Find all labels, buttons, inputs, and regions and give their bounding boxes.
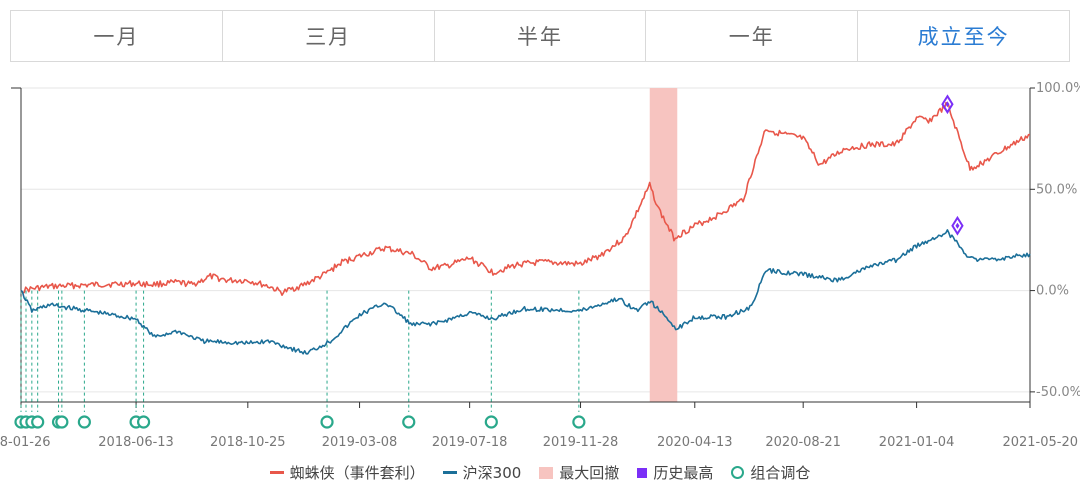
rebalance-markers bbox=[14, 290, 586, 429]
x-tick-label: 2021-05-20 bbox=[1002, 435, 1078, 450]
historical-high-dot bbox=[955, 222, 960, 229]
legend-item-drawdown[interactable]: 最大回撤 bbox=[539, 462, 619, 483]
y-tick-label: 100.0% bbox=[1036, 81, 1080, 96]
tab-half-year[interactable]: 半年 bbox=[435, 11, 647, 61]
tab-one-year[interactable]: 一年 bbox=[646, 11, 859, 61]
rebalance-marker bbox=[572, 415, 586, 429]
legend-swatch-fund bbox=[269, 471, 284, 474]
rebalance-marker bbox=[402, 415, 416, 429]
legend-label-rebalance: 组合调仓 bbox=[750, 464, 811, 482]
x-tick-label: 2018-06-13 bbox=[98, 435, 174, 450]
x-tick-label: 2019-07-18 bbox=[432, 435, 508, 450]
rebalance-marker bbox=[31, 415, 45, 429]
rebalance-marker bbox=[77, 415, 91, 429]
legend-item-fund[interactable]: 蜘蛛侠（事件套利） bbox=[269, 462, 425, 483]
x-tick-label: 2020-08-21 bbox=[765, 435, 841, 450]
tab-one-month[interactable]: 一月 bbox=[11, 11, 223, 61]
legend-label-fund: 蜘蛛侠（事件套利） bbox=[289, 464, 425, 482]
tab-three-months[interactable]: 三月 bbox=[223, 11, 435, 61]
series-line-index bbox=[20, 229, 1031, 355]
chart-legend: 蜘蛛侠（事件套利） 沪深300 最大回撤 历史最高 组合调仓 bbox=[0, 462, 1080, 483]
historical-high-diamond bbox=[941, 94, 954, 115]
legend-item-high[interactable]: 历史最高 bbox=[637, 462, 713, 483]
x-tick-label: 2021-01-04 bbox=[879, 435, 955, 450]
y-tick-label: 50.0% bbox=[1036, 182, 1077, 197]
time-range-tabs: 一月 三月 半年 一年 成立至今 bbox=[10, 10, 1070, 62]
y-tick-label: -50.0% bbox=[1036, 385, 1080, 400]
historical-high-marker-index bbox=[951, 215, 964, 236]
x-tick-label: 18-01-26 bbox=[0, 435, 51, 450]
legend-swatch-rebalance bbox=[731, 466, 745, 479]
legend-label-high: 历史最高 bbox=[653, 464, 714, 482]
legend-swatch-high bbox=[637, 467, 648, 478]
tab-since-inception[interactable]: 成立至今 bbox=[917, 25, 1010, 49]
legend-label-index: 沪深300 bbox=[462, 464, 522, 482]
legend-item-index[interactable]: 沪深300 bbox=[442, 462, 522, 483]
x-tick-label: 2020-04-13 bbox=[657, 435, 733, 450]
rebalance-marker bbox=[55, 415, 69, 429]
max-drawdown-band bbox=[649, 88, 678, 402]
legend-item-rebalance[interactable]: 组合调仓 bbox=[731, 462, 810, 483]
legend-label-drawdown: 最大回撤 bbox=[559, 464, 620, 482]
x-tick-label: 2019-03-08 bbox=[322, 435, 398, 450]
historical-high-dot bbox=[945, 101, 950, 108]
x-tick-label: 2019-11-28 bbox=[543, 435, 619, 450]
rebalance-marker bbox=[136, 415, 151, 429]
performance-chart: 100.0% 50.0% 0.0% -50.0% 18-01-26 2018-06-13 2… bbox=[0, 81, 1080, 450]
rebalance-marker bbox=[484, 415, 498, 429]
historical-high-marker-fund bbox=[941, 94, 954, 115]
legend-swatch-drawdown bbox=[539, 466, 554, 479]
historical-high-diamond bbox=[951, 215, 964, 236]
rebalance-marker bbox=[320, 415, 334, 429]
x-tick-label: 2018-10-25 bbox=[210, 435, 286, 450]
y-tick-label: 0.0% bbox=[1036, 284, 1069, 299]
legend-swatch-index bbox=[442, 471, 457, 474]
series-line-fund bbox=[20, 101, 1031, 296]
